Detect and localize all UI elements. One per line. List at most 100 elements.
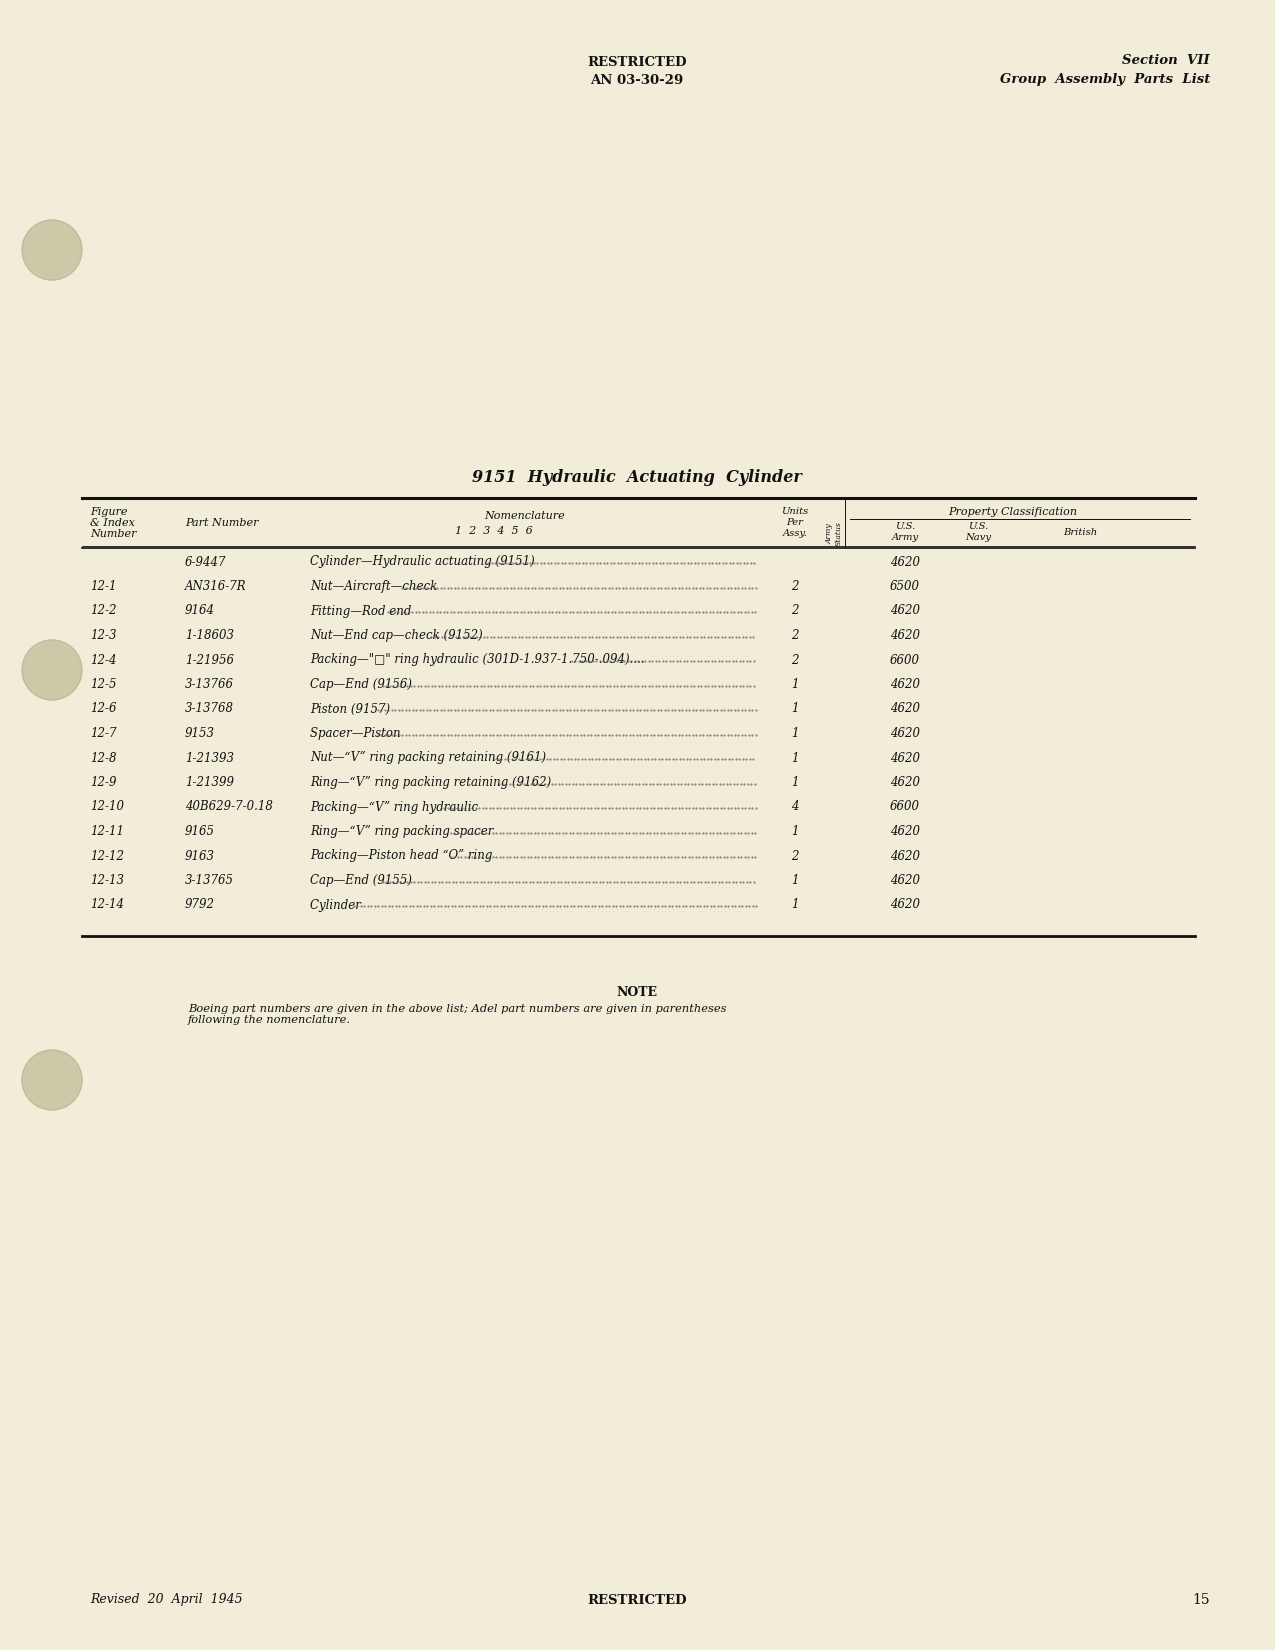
- Text: & Index: & Index: [91, 518, 135, 528]
- Text: 4620: 4620: [890, 703, 921, 716]
- Text: Part Number: Part Number: [185, 518, 259, 528]
- Text: 4620: 4620: [890, 899, 921, 911]
- Text: Army
Status: Army Status: [825, 521, 843, 546]
- Circle shape: [22, 640, 82, 700]
- Text: 2: 2: [792, 850, 798, 863]
- Text: 1-18603: 1-18603: [185, 629, 235, 642]
- Text: RESTRICTED: RESTRICTED: [588, 1594, 687, 1607]
- Text: Assy.: Assy.: [783, 530, 807, 538]
- Text: British: British: [1063, 528, 1096, 536]
- Text: 9163: 9163: [185, 850, 215, 863]
- Text: Per: Per: [787, 518, 803, 526]
- Text: 1: 1: [792, 874, 798, 888]
- Text: NOTE: NOTE: [617, 985, 658, 998]
- Text: 4620: 4620: [890, 874, 921, 888]
- Text: 1: 1: [792, 899, 798, 911]
- Text: AN316-7R: AN316-7R: [185, 581, 246, 592]
- Text: Navy: Navy: [965, 533, 991, 541]
- Text: 4620: 4620: [890, 604, 921, 617]
- Text: 4620: 4620: [890, 825, 921, 838]
- Text: Packing—"□" ring hydraulic (301D-1.937-1.750-.094)....: Packing—"□" ring hydraulic (301D-1.937-1…: [310, 653, 645, 667]
- Text: 6600: 6600: [890, 800, 921, 813]
- Text: 12-1: 12-1: [91, 581, 116, 592]
- Text: 1-21399: 1-21399: [185, 776, 235, 789]
- Text: Number: Number: [91, 530, 136, 540]
- Text: 1-21956: 1-21956: [185, 653, 235, 667]
- Text: 1: 1: [792, 678, 798, 691]
- Text: Fitting—Rod end: Fitting—Rod end: [310, 604, 416, 617]
- Text: Cap—End (9155): Cap—End (9155): [310, 874, 416, 888]
- Text: Nomenclature: Nomenclature: [484, 512, 565, 521]
- Text: 40B629-7-0.18: 40B629-7-0.18: [185, 800, 273, 813]
- Text: 12-8: 12-8: [91, 751, 116, 764]
- Text: Group  Assembly  Parts  List: Group Assembly Parts List: [1000, 73, 1210, 86]
- Text: U.S.: U.S.: [895, 521, 915, 531]
- Text: 1: 1: [792, 703, 798, 716]
- Text: 3-13768: 3-13768: [185, 703, 235, 716]
- Text: RESTRICTED: RESTRICTED: [588, 56, 687, 69]
- Text: 9165: 9165: [185, 825, 215, 838]
- Text: 6-9447: 6-9447: [185, 556, 227, 569]
- Text: Cap—End (9156): Cap—End (9156): [310, 678, 416, 691]
- Text: 12-7: 12-7: [91, 728, 116, 739]
- Text: 12-2: 12-2: [91, 604, 116, 617]
- Text: 4620: 4620: [890, 776, 921, 789]
- Text: 1: 1: [792, 751, 798, 764]
- Text: 3-13766: 3-13766: [185, 678, 235, 691]
- Text: Boeing part numbers are given in the above list; Adel part numbers are given in : Boeing part numbers are given in the abo…: [187, 1003, 727, 1025]
- Text: Section  VII: Section VII: [1122, 53, 1210, 66]
- Text: Cylinder: Cylinder: [310, 899, 365, 911]
- Text: Ring—“V” ring packing spacer: Ring—“V” ring packing spacer: [310, 825, 497, 838]
- Text: 12-14: 12-14: [91, 899, 124, 911]
- Text: 2: 2: [792, 604, 798, 617]
- Text: 15: 15: [1192, 1592, 1210, 1607]
- Text: 9792: 9792: [185, 899, 215, 911]
- Text: Revised  20  April  1945: Revised 20 April 1945: [91, 1594, 242, 1607]
- Text: U.S.: U.S.: [968, 521, 988, 531]
- Circle shape: [22, 219, 82, 280]
- Text: 4620: 4620: [890, 629, 921, 642]
- Text: 4620: 4620: [890, 850, 921, 863]
- Text: 9151  Hydraulic  Actuating  Cylinder: 9151 Hydraulic Actuating Cylinder: [472, 470, 802, 487]
- Text: Figure: Figure: [91, 507, 128, 516]
- Text: Nut—“V” ring packing retaining (9161): Nut—“V” ring packing retaining (9161): [310, 751, 550, 764]
- Text: 3-13765: 3-13765: [185, 874, 235, 888]
- Text: Packing—“V” ring hydraulic: Packing—“V” ring hydraulic: [310, 800, 482, 813]
- Text: 1-21393: 1-21393: [185, 751, 235, 764]
- Text: 12-11: 12-11: [91, 825, 124, 838]
- Text: Packing—Piston head “O” ring: Packing—Piston head “O” ring: [310, 850, 496, 863]
- Text: Nut—End cap—check (9152): Nut—End cap—check (9152): [310, 629, 487, 642]
- Text: 9164: 9164: [185, 604, 215, 617]
- Text: 1: 1: [792, 728, 798, 739]
- Text: 4620: 4620: [890, 728, 921, 739]
- Text: 12-12: 12-12: [91, 850, 124, 863]
- Text: 4620: 4620: [890, 678, 921, 691]
- Text: AN 03-30-29: AN 03-30-29: [590, 74, 683, 86]
- Text: Ring—“V” ring packing retaining (9162): Ring—“V” ring packing retaining (9162): [310, 776, 555, 789]
- Text: 12-10: 12-10: [91, 800, 124, 813]
- Text: 12-9: 12-9: [91, 776, 116, 789]
- Text: Army: Army: [891, 533, 918, 541]
- Text: 6600: 6600: [890, 653, 921, 667]
- Text: 4620: 4620: [890, 751, 921, 764]
- Text: 2: 2: [792, 629, 798, 642]
- Text: 9153: 9153: [185, 728, 215, 739]
- Text: 4: 4: [792, 800, 798, 813]
- Text: Property Classification: Property Classification: [949, 507, 1077, 516]
- Text: 12-6: 12-6: [91, 703, 116, 716]
- Text: Piston (9157): Piston (9157): [310, 703, 394, 716]
- Text: 4620: 4620: [890, 556, 921, 569]
- Text: 12-3: 12-3: [91, 629, 116, 642]
- Text: 12-5: 12-5: [91, 678, 116, 691]
- Text: Nut—Aircraft—check: Nut—Aircraft—check: [310, 581, 441, 592]
- Text: 12-4: 12-4: [91, 653, 116, 667]
- Text: 1: 1: [792, 776, 798, 789]
- Text: 6500: 6500: [890, 581, 921, 592]
- Text: 1  2  3  4  5  6: 1 2 3 4 5 6: [455, 526, 533, 536]
- Text: Spacer—Piston: Spacer—Piston: [310, 728, 404, 739]
- Circle shape: [22, 1049, 82, 1110]
- Text: 1: 1: [792, 825, 798, 838]
- Text: Units: Units: [782, 507, 808, 516]
- Text: 2: 2: [792, 653, 798, 667]
- Text: Cylinder—Hydraulic actuating (9151): Cylinder—Hydraulic actuating (9151): [310, 556, 538, 569]
